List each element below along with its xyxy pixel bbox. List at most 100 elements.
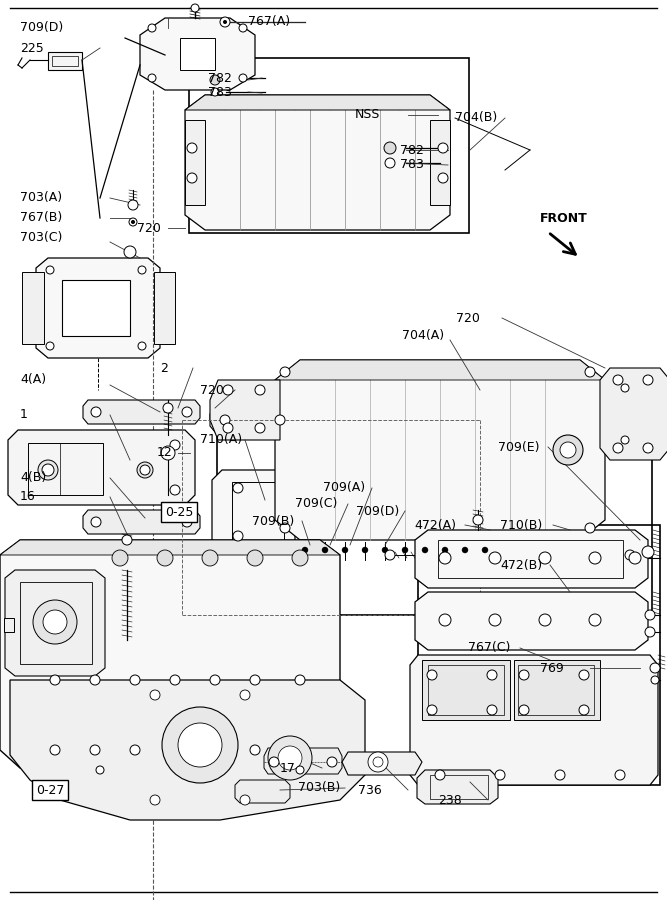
Circle shape: [90, 675, 100, 685]
Circle shape: [187, 173, 197, 183]
Circle shape: [296, 766, 304, 774]
Circle shape: [651, 676, 659, 684]
Polygon shape: [185, 95, 450, 230]
Polygon shape: [410, 655, 658, 785]
Circle shape: [255, 423, 265, 433]
Text: 709(B): 709(B): [252, 515, 294, 527]
Polygon shape: [415, 530, 648, 588]
Circle shape: [621, 384, 629, 392]
Circle shape: [495, 770, 505, 780]
Text: 703(A): 703(A): [20, 192, 62, 204]
Circle shape: [435, 770, 445, 780]
Circle shape: [439, 552, 451, 564]
Polygon shape: [180, 38, 215, 70]
Text: NSS: NSS: [355, 109, 380, 122]
Circle shape: [130, 745, 140, 755]
Text: 709(D): 709(D): [356, 505, 400, 518]
Circle shape: [487, 705, 497, 715]
Circle shape: [223, 385, 233, 395]
Polygon shape: [185, 120, 205, 205]
Circle shape: [629, 552, 641, 564]
Circle shape: [439, 614, 451, 626]
Circle shape: [250, 745, 260, 755]
Text: 720: 720: [137, 221, 161, 235]
Circle shape: [579, 670, 589, 680]
Polygon shape: [83, 400, 200, 424]
Circle shape: [585, 523, 595, 533]
Circle shape: [223, 423, 233, 433]
Circle shape: [539, 614, 551, 626]
Text: 225: 225: [20, 41, 44, 55]
Circle shape: [625, 550, 635, 560]
Circle shape: [427, 705, 437, 715]
Polygon shape: [600, 368, 667, 460]
Circle shape: [322, 547, 328, 553]
Circle shape: [560, 442, 576, 458]
Circle shape: [191, 4, 199, 12]
Circle shape: [131, 220, 135, 224]
Polygon shape: [0, 540, 340, 555]
Circle shape: [442, 547, 448, 553]
Circle shape: [295, 745, 305, 755]
Polygon shape: [62, 280, 130, 336]
Polygon shape: [140, 18, 255, 90]
Text: 720: 720: [456, 311, 480, 325]
Circle shape: [233, 483, 243, 493]
Text: 0-27: 0-27: [36, 784, 65, 796]
Circle shape: [615, 770, 625, 780]
Circle shape: [130, 675, 140, 685]
Polygon shape: [430, 120, 450, 205]
Text: 709(D): 709(D): [20, 22, 63, 34]
Polygon shape: [275, 360, 605, 540]
Polygon shape: [264, 748, 342, 774]
Circle shape: [157, 550, 173, 566]
Circle shape: [202, 550, 218, 566]
Circle shape: [489, 614, 501, 626]
Circle shape: [129, 218, 137, 226]
Circle shape: [255, 385, 265, 395]
Text: 720: 720: [200, 383, 224, 397]
Circle shape: [170, 485, 180, 495]
Circle shape: [362, 547, 368, 553]
Circle shape: [240, 795, 250, 805]
Text: 710(B): 710(B): [500, 518, 542, 532]
Circle shape: [163, 403, 173, 413]
Circle shape: [292, 550, 308, 566]
Circle shape: [438, 143, 448, 153]
Circle shape: [280, 367, 290, 377]
Text: 704(B): 704(B): [455, 112, 498, 124]
Text: 238: 238: [438, 794, 462, 806]
Polygon shape: [235, 780, 290, 803]
Polygon shape: [422, 660, 510, 720]
Text: 0-25: 0-25: [165, 506, 193, 518]
Circle shape: [211, 88, 219, 96]
Circle shape: [473, 515, 483, 525]
Polygon shape: [154, 272, 175, 344]
Circle shape: [138, 342, 146, 350]
Text: 16: 16: [20, 491, 36, 503]
Circle shape: [220, 17, 230, 27]
Circle shape: [613, 375, 623, 385]
Circle shape: [38, 460, 58, 480]
Circle shape: [275, 415, 285, 425]
Circle shape: [187, 143, 197, 153]
Circle shape: [645, 610, 655, 620]
Text: 4(B): 4(B): [20, 472, 46, 484]
Circle shape: [269, 757, 279, 767]
Circle shape: [278, 746, 302, 770]
Text: 1: 1: [20, 409, 28, 421]
Circle shape: [182, 517, 192, 527]
Circle shape: [621, 436, 629, 444]
Circle shape: [161, 446, 175, 460]
Circle shape: [250, 675, 260, 685]
Circle shape: [170, 745, 180, 755]
Polygon shape: [185, 95, 450, 110]
Circle shape: [519, 670, 529, 680]
Circle shape: [384, 142, 396, 154]
Circle shape: [427, 670, 437, 680]
Circle shape: [150, 795, 160, 805]
Circle shape: [239, 24, 247, 32]
Circle shape: [50, 675, 60, 685]
Circle shape: [579, 705, 589, 715]
Text: 4(A): 4(A): [20, 374, 46, 386]
